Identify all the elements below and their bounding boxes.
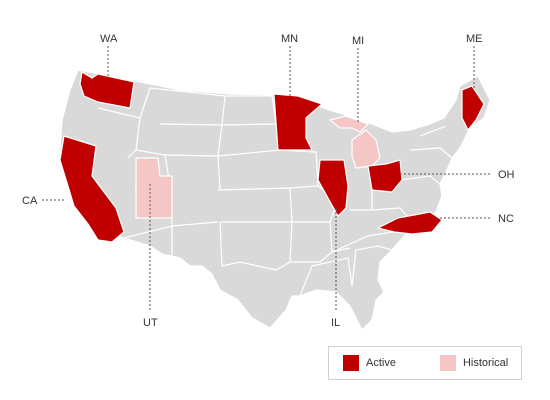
label-il: IL [331, 317, 340, 329]
state-borders [97, 87, 453, 297]
state-il[interactable] [317, 159, 349, 217]
state-mn[interactable] [273, 93, 323, 151]
label-ut: UT [143, 317, 158, 329]
legend-active-label: Active [366, 357, 396, 369]
legend-item-historical[interactable]: Historical [439, 355, 509, 371]
legend-item-active[interactable]: Active [343, 355, 396, 371]
label-nc: NC [498, 213, 514, 225]
state-ca[interactable] [59, 135, 125, 243]
state-me[interactable] [461, 85, 485, 131]
label-oh: OH [498, 169, 515, 181]
map-legend: Active Historical [328, 346, 522, 380]
state-ut[interactable] [135, 157, 173, 219]
active-swatch [343, 355, 359, 371]
label-mi: MI [352, 35, 364, 47]
state-mi[interactable] [329, 115, 381, 169]
label-me: ME [466, 33, 483, 45]
legend-historical-label: Historical [462, 357, 509, 369]
historical-swatch [439, 355, 456, 371]
us-landmass [59, 69, 491, 331]
label-wa: WA [100, 33, 118, 45]
label-ca: CA [22, 195, 38, 207]
state-oh[interactable] [367, 159, 403, 193]
state-nc[interactable] [377, 211, 443, 235]
leader-lines [42, 46, 490, 312]
label-mn: MN [281, 33, 298, 45]
state-wa[interactable] [79, 71, 135, 109]
